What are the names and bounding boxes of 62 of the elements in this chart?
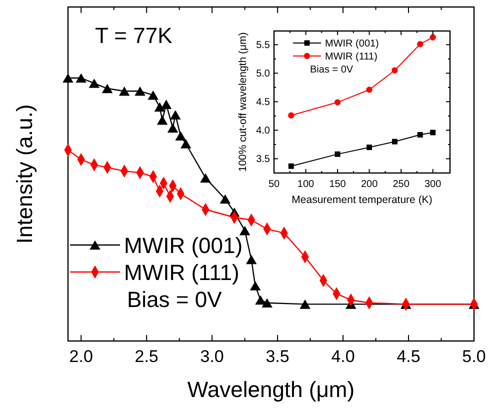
point: [156, 115, 168, 125]
point: [200, 173, 211, 183]
point: [167, 123, 178, 133]
point: [62, 73, 74, 83]
y-tick-label: 5.5: [256, 40, 270, 52]
point: [154, 102, 166, 112]
point: [134, 86, 146, 96]
x-tick-label: 2.0: [69, 347, 93, 366]
point: [392, 67, 398, 74]
point: [239, 226, 250, 236]
point: [175, 131, 186, 141]
point: [160, 100, 172, 109]
point: [288, 163, 294, 169]
point: [102, 84, 113, 94]
point: [300, 300, 310, 309]
legend-label: MWIR (001): [124, 232, 243, 258]
point: [255, 295, 266, 305]
x-tick-label: 100: [297, 179, 315, 190]
x-tick-label: 200: [360, 179, 378, 190]
y-tick-label: 5.0: [256, 68, 270, 80]
x-tick-label: 250: [392, 179, 410, 190]
point: [220, 194, 231, 204]
x-tick-label: 4.0: [331, 347, 355, 366]
legend-label: MWIR (001): [325, 38, 379, 50]
point: [417, 132, 423, 138]
y-axis-title: 100% cut-off wavelength (μm): [237, 32, 249, 172]
point: [392, 138, 398, 144]
annotation: Bias = 0V: [127, 286, 222, 312]
point: [88, 78, 100, 88]
point: [180, 139, 192, 148]
point: [118, 86, 130, 96]
x-tick-label: 3.0: [200, 347, 224, 366]
point: [170, 110, 181, 120]
point: [366, 86, 372, 93]
y-tick-label: 4.5: [256, 97, 270, 108]
point: [334, 99, 341, 106]
x-tick-label: 150: [329, 179, 346, 190]
legend-label: MWIR (111): [325, 52, 378, 63]
x-axis-title: Wavelength (μm): [187, 377, 355, 402]
point: [262, 298, 272, 308]
x-axis-title: Measurement temperature (K): [292, 194, 432, 206]
y-tick-label: 4.0: [256, 126, 270, 137]
x-tick-label: 2.5: [134, 347, 158, 366]
point: [76, 73, 86, 83]
y-tick-label: 3.5: [256, 154, 270, 166]
x-tick-label: 300: [424, 179, 442, 190]
point: [430, 130, 436, 136]
x-tick-label: 5.0: [462, 347, 486, 366]
point: [417, 41, 424, 48]
x-tick-label: 50: [268, 179, 280, 190]
point: [148, 90, 158, 100]
annotation: Bias = 0V: [310, 64, 354, 76]
point: [246, 254, 257, 264]
legend-label: MWIR (111): [124, 260, 240, 285]
x-tick-label: 4.5: [396, 347, 420, 366]
point: [366, 144, 372, 150]
point: [334, 151, 340, 157]
y-axis-title: Intensity (a.u.): [12, 104, 37, 244]
point: [250, 281, 261, 290]
point: [288, 112, 294, 118]
text: T = 77K: [95, 23, 173, 48]
point: [430, 34, 436, 40]
